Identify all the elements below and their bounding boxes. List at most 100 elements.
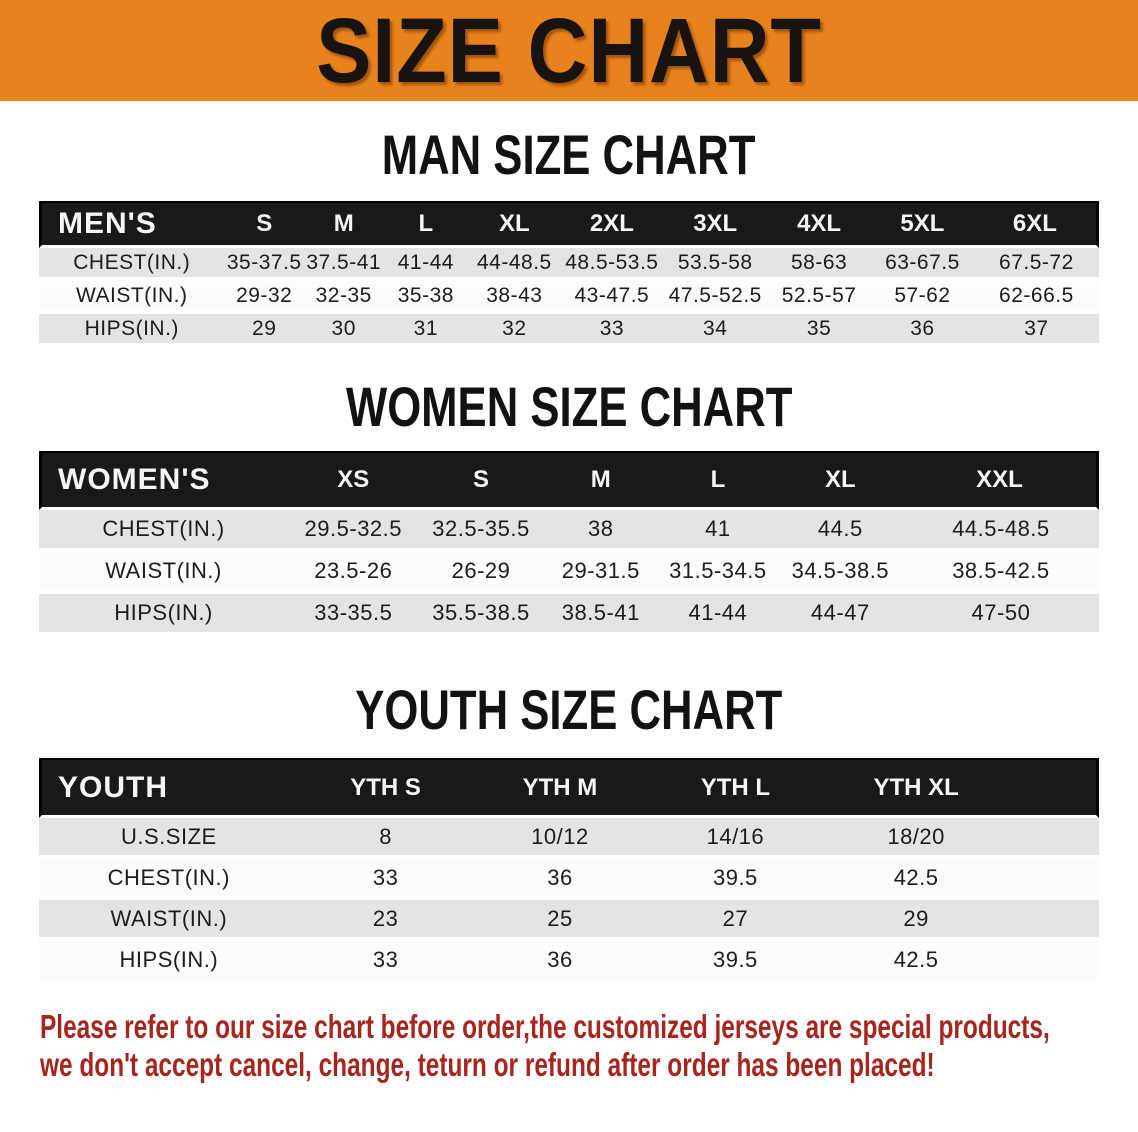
spacer-cell [1008, 859, 1099, 900]
value-cell: 34.5-38.5 [777, 552, 903, 594]
row-label-cell: U.S.SIZE [39, 818, 299, 859]
spacer-cell [1008, 941, 1099, 982]
value-cell: 32-35 [303, 281, 384, 314]
value-cell: 35 [767, 314, 872, 347]
size-column-header: L [658, 451, 778, 510]
value-cell: 34 [663, 314, 768, 347]
disclaimer-line-1: Please refer to our size chart before or… [40, 1008, 1050, 1045]
mens-table-label: MEN'S [39, 201, 225, 248]
value-cell: 67.5-72 [973, 248, 1099, 281]
size-column-header: XXL [902, 451, 1099, 510]
size-column-header: M [303, 201, 384, 248]
value-cell: 39.5 [647, 859, 824, 900]
value-cell: 38-43 [468, 281, 561, 314]
size-column-header: XL [777, 451, 903, 510]
value-cell: 29-32 [224, 281, 304, 314]
value-cell: 33 [298, 941, 473, 982]
size-column-header: S [418, 451, 544, 510]
spacer-cell [1008, 900, 1099, 941]
table-row: HIPS(IN.) 29 30 31 32 33 34 35 36 37 [39, 314, 1099, 347]
spacer-cell [1008, 818, 1099, 859]
size-column-header: 2XL [560, 201, 664, 248]
row-label-cell: HIPS(IN.) [39, 594, 289, 636]
value-cell: 31 [383, 314, 469, 347]
size-column-header: 3XL [663, 201, 768, 248]
value-cell: 31.5-34.5 [658, 552, 778, 594]
value-cell: 26-29 [418, 552, 544, 594]
size-column-header: 4XL [767, 201, 872, 248]
value-cell: 57-62 [871, 281, 974, 314]
value-cell: 44.5 [777, 510, 903, 552]
value-cell: 47-50 [902, 594, 1099, 636]
disclaimer: Please refer to our size chart before or… [40, 1008, 1100, 1084]
value-cell: 38.5-42.5 [902, 552, 1099, 594]
youth-section-heading: YOUTH SIZE CHART [355, 678, 783, 741]
value-cell: 36 [871, 314, 974, 347]
table-row: CHEST(IN.) 35-37.5 37.5-41 41-44 44-48.5… [39, 248, 1099, 281]
value-cell: 29 [823, 900, 1009, 941]
row-label-cell: CHEST(IN.) [39, 510, 289, 552]
value-cell: 10/12 [472, 818, 648, 859]
value-cell: 35-38 [383, 281, 469, 314]
value-cell: 48.5-53.5 [560, 248, 664, 281]
size-column-header: XS [288, 451, 419, 510]
value-cell: 29-31.5 [543, 552, 659, 594]
youth-size-table: YOUTH YTH S YTH M YTH L YTH XL U.S.SIZE … [39, 758, 1099, 982]
value-cell: 33 [298, 859, 473, 900]
value-cell: 23 [298, 900, 473, 941]
size-column-header: YTH L [647, 758, 824, 818]
value-cell: 38 [543, 510, 659, 552]
value-cell: 27 [647, 900, 824, 941]
value-cell: 44-47 [777, 594, 903, 636]
row-label-cell: WAIST(IN.) [39, 900, 299, 941]
value-cell: 35.5-38.5 [418, 594, 544, 636]
value-cell: 35-37.5 [224, 248, 304, 281]
row-label-cell: WAIST(IN.) [39, 552, 289, 594]
table-row: WAIST(IN.) 29-32 32-35 35-38 38-43 43-47… [39, 281, 1099, 314]
header-spacer [1008, 758, 1099, 818]
page-title: SIZE CHART [316, 0, 822, 102]
mens-header-row: MEN'S S M L XL 2XL 3XL 4XL 5XL 6XL [39, 201, 1099, 248]
value-cell: 63-67.5 [871, 248, 974, 281]
youth-table-label: YOUTH [39, 758, 299, 818]
value-cell: 43-47.5 [560, 281, 664, 314]
value-cell: 52.5-57 [767, 281, 872, 314]
womens-header-row: WOMEN'S XS S M L XL XXL [39, 451, 1099, 510]
size-column-header: M [543, 451, 659, 510]
table-row: U.S.SIZE 8 10/12 14/16 18/20 [39, 818, 1099, 859]
size-column-header: 6XL [973, 201, 1099, 248]
size-column-header: XL [468, 201, 561, 248]
men-section-heading: MAN SIZE CHART [382, 123, 756, 186]
table-row: WAIST(IN.) 23 25 27 29 [39, 900, 1099, 941]
size-column-header: YTH S [298, 758, 473, 818]
mens-size-table: MEN'S S M L XL 2XL 3XL 4XL 5XL 6XL CHEST… [39, 201, 1099, 347]
value-cell: 58-63 [767, 248, 872, 281]
table-row: CHEST(IN.) 29.5-32.5 32.5-35.5 38 41 44.… [39, 510, 1099, 552]
size-column-header: L [383, 201, 469, 248]
value-cell: 33 [560, 314, 664, 347]
value-cell: 37.5-41 [303, 248, 384, 281]
value-cell: 41 [658, 510, 778, 552]
value-cell: 18/20 [823, 818, 1009, 859]
size-column-header: YTH M [472, 758, 648, 818]
row-label-cell: CHEST(IN.) [39, 248, 225, 281]
value-cell: 29 [224, 314, 304, 347]
value-cell: 42.5 [823, 859, 1009, 900]
value-cell: 30 [303, 314, 384, 347]
banner: SIZE CHART [0, 0, 1138, 101]
womens-size-table: WOMEN'S XS S M L XL XXL CHEST(IN.) 29.5-… [39, 451, 1099, 636]
value-cell: 37 [973, 314, 1099, 347]
value-cell: 47.5-52.5 [663, 281, 768, 314]
value-cell: 23.5-26 [288, 552, 419, 594]
table-row: HIPS(IN.) 33 36 39.5 42.5 [39, 941, 1099, 982]
value-cell: 32 [468, 314, 561, 347]
value-cell: 42.5 [823, 941, 1009, 982]
value-cell: 41-44 [383, 248, 469, 281]
value-cell: 39.5 [647, 941, 824, 982]
table-row: WAIST(IN.) 23.5-26 26-29 29-31.5 31.5-34… [39, 552, 1099, 594]
row-label-cell: WAIST(IN.) [39, 281, 225, 314]
size-column-header: S [224, 201, 304, 248]
row-label-cell: CHEST(IN.) [39, 859, 299, 900]
value-cell: 41-44 [658, 594, 778, 636]
